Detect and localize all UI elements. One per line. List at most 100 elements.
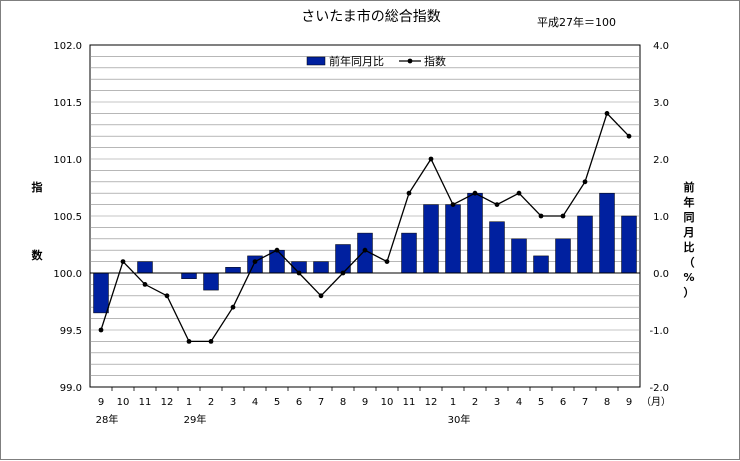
x-tick-label: 12 xyxy=(161,397,174,408)
index-point xyxy=(120,259,126,264)
bar xyxy=(313,261,329,274)
index-point xyxy=(626,133,632,139)
year-label: 28年 xyxy=(96,413,119,426)
right-tick-label: -2.0 xyxy=(649,383,669,394)
bar xyxy=(511,238,527,274)
index-point xyxy=(516,190,522,196)
index-point xyxy=(428,156,434,162)
x-tick-label: 9 xyxy=(626,397,632,408)
chart-subtitle: 平成27年＝100 xyxy=(537,15,616,29)
index-point xyxy=(494,202,500,208)
bar xyxy=(423,204,439,274)
index-point xyxy=(406,190,412,196)
right-axis-title-char: 比 xyxy=(684,240,695,254)
legend-bar-swatch xyxy=(306,56,326,66)
x-tick-label: 9 xyxy=(362,397,368,408)
left-axis-title-char: 数 xyxy=(32,248,44,262)
index-point xyxy=(230,304,236,310)
right-axis-title-char: 月 xyxy=(683,226,695,239)
x-tick-label: 12 xyxy=(425,397,438,408)
index-point xyxy=(318,293,324,299)
x-tick-label: 6 xyxy=(296,397,302,408)
bar xyxy=(489,221,505,274)
left-tick-label: 101.5 xyxy=(53,98,82,109)
right-tick-label: 1.0 xyxy=(653,212,669,223)
index-point xyxy=(582,179,588,185)
right-tick-label: 3.0 xyxy=(653,98,669,109)
right-axis-title: 前年同月比 （% ） xyxy=(683,180,695,299)
bar xyxy=(621,215,637,274)
bar xyxy=(555,238,571,274)
x-tick-label: 1 xyxy=(186,397,192,408)
line-series xyxy=(98,111,632,344)
right-axis-title-char: （ xyxy=(684,256,695,269)
x-tick-label: 11 xyxy=(403,397,416,408)
legend-bar-label: 前年同月比 xyxy=(329,54,384,68)
bar xyxy=(93,272,109,314)
index-point xyxy=(164,293,170,299)
left-axis-title: 指数 xyxy=(32,180,44,262)
year-label: 30年 xyxy=(448,413,471,426)
right-axis-title-char: % xyxy=(683,271,694,284)
bar xyxy=(599,192,615,274)
index-point xyxy=(560,213,566,219)
left-tick-label: 99.0 xyxy=(60,383,82,394)
x-tick-label: 1 xyxy=(450,397,456,408)
x-tick-label: 10 xyxy=(117,397,130,408)
bar xyxy=(225,267,241,274)
bar xyxy=(577,215,593,274)
x-tick-label: 4 xyxy=(252,397,258,408)
right-tick-label: -1.0 xyxy=(649,326,669,337)
legend-line-marker xyxy=(407,58,413,64)
bar xyxy=(137,261,153,274)
index-point xyxy=(142,282,148,287)
index-point xyxy=(186,339,192,344)
x-tick-label: 8 xyxy=(604,397,610,408)
index-point xyxy=(252,259,258,264)
right-axis-title-char: 年 xyxy=(684,195,695,209)
right-tick-label: 4.0 xyxy=(653,41,669,52)
index-point xyxy=(340,270,346,276)
index-point xyxy=(274,247,280,253)
right-axis-title-char: 同 xyxy=(684,211,695,224)
index-point xyxy=(604,111,610,116)
x-tick-label: 2 xyxy=(208,397,214,408)
index-point xyxy=(362,247,368,253)
legend: 前年同月比 指数 xyxy=(306,54,446,68)
x-tick-label: 2 xyxy=(472,397,478,408)
year-label: 29年 xyxy=(184,413,207,426)
chart-title: さいたま市の総合指数 xyxy=(301,8,441,25)
bar xyxy=(203,272,219,291)
x-tick-label: 7 xyxy=(582,397,588,408)
x-tick-label: 11 xyxy=(139,397,152,408)
bar xyxy=(401,232,417,274)
x-tick-label: 4 xyxy=(516,397,522,408)
right-axis-ticks: -2.0 -1.0 0.0 1.0 2.0 3.0 4.0 xyxy=(649,41,669,394)
year-labels: 28年 29年 30年 xyxy=(96,413,471,426)
left-axis-ticks: 99.0 99.5 100.0 100.5 101.0 101.5 102.0 xyxy=(53,41,82,394)
right-axis-title-char: ） xyxy=(684,286,695,299)
index-point xyxy=(98,327,104,333)
legend-line-label: 指数 xyxy=(424,54,446,68)
right-tick-label: 0.0 xyxy=(653,269,669,280)
left-tick-label: 100.0 xyxy=(53,269,82,280)
x-tick-label: 9 xyxy=(98,397,104,408)
left-tick-label: 101.0 xyxy=(53,155,82,166)
index-point xyxy=(384,259,390,264)
left-tick-label: 100.5 xyxy=(53,212,82,223)
left-axis-title-char: 指 xyxy=(32,180,43,194)
x-tick-label: 3 xyxy=(494,397,500,408)
index-point xyxy=(450,202,456,208)
x-tick-label: 10 xyxy=(381,397,394,408)
bar xyxy=(335,244,351,274)
x-tick-label: 8 xyxy=(340,397,346,408)
left-tick-label: 102.0 xyxy=(53,41,82,52)
bar xyxy=(467,192,483,274)
bar xyxy=(533,255,549,274)
x-tick-label: 3 xyxy=(230,397,236,408)
right-tick-label: 2.0 xyxy=(653,155,669,166)
index-point xyxy=(208,339,214,344)
x-tick-label: 7 xyxy=(318,397,324,408)
